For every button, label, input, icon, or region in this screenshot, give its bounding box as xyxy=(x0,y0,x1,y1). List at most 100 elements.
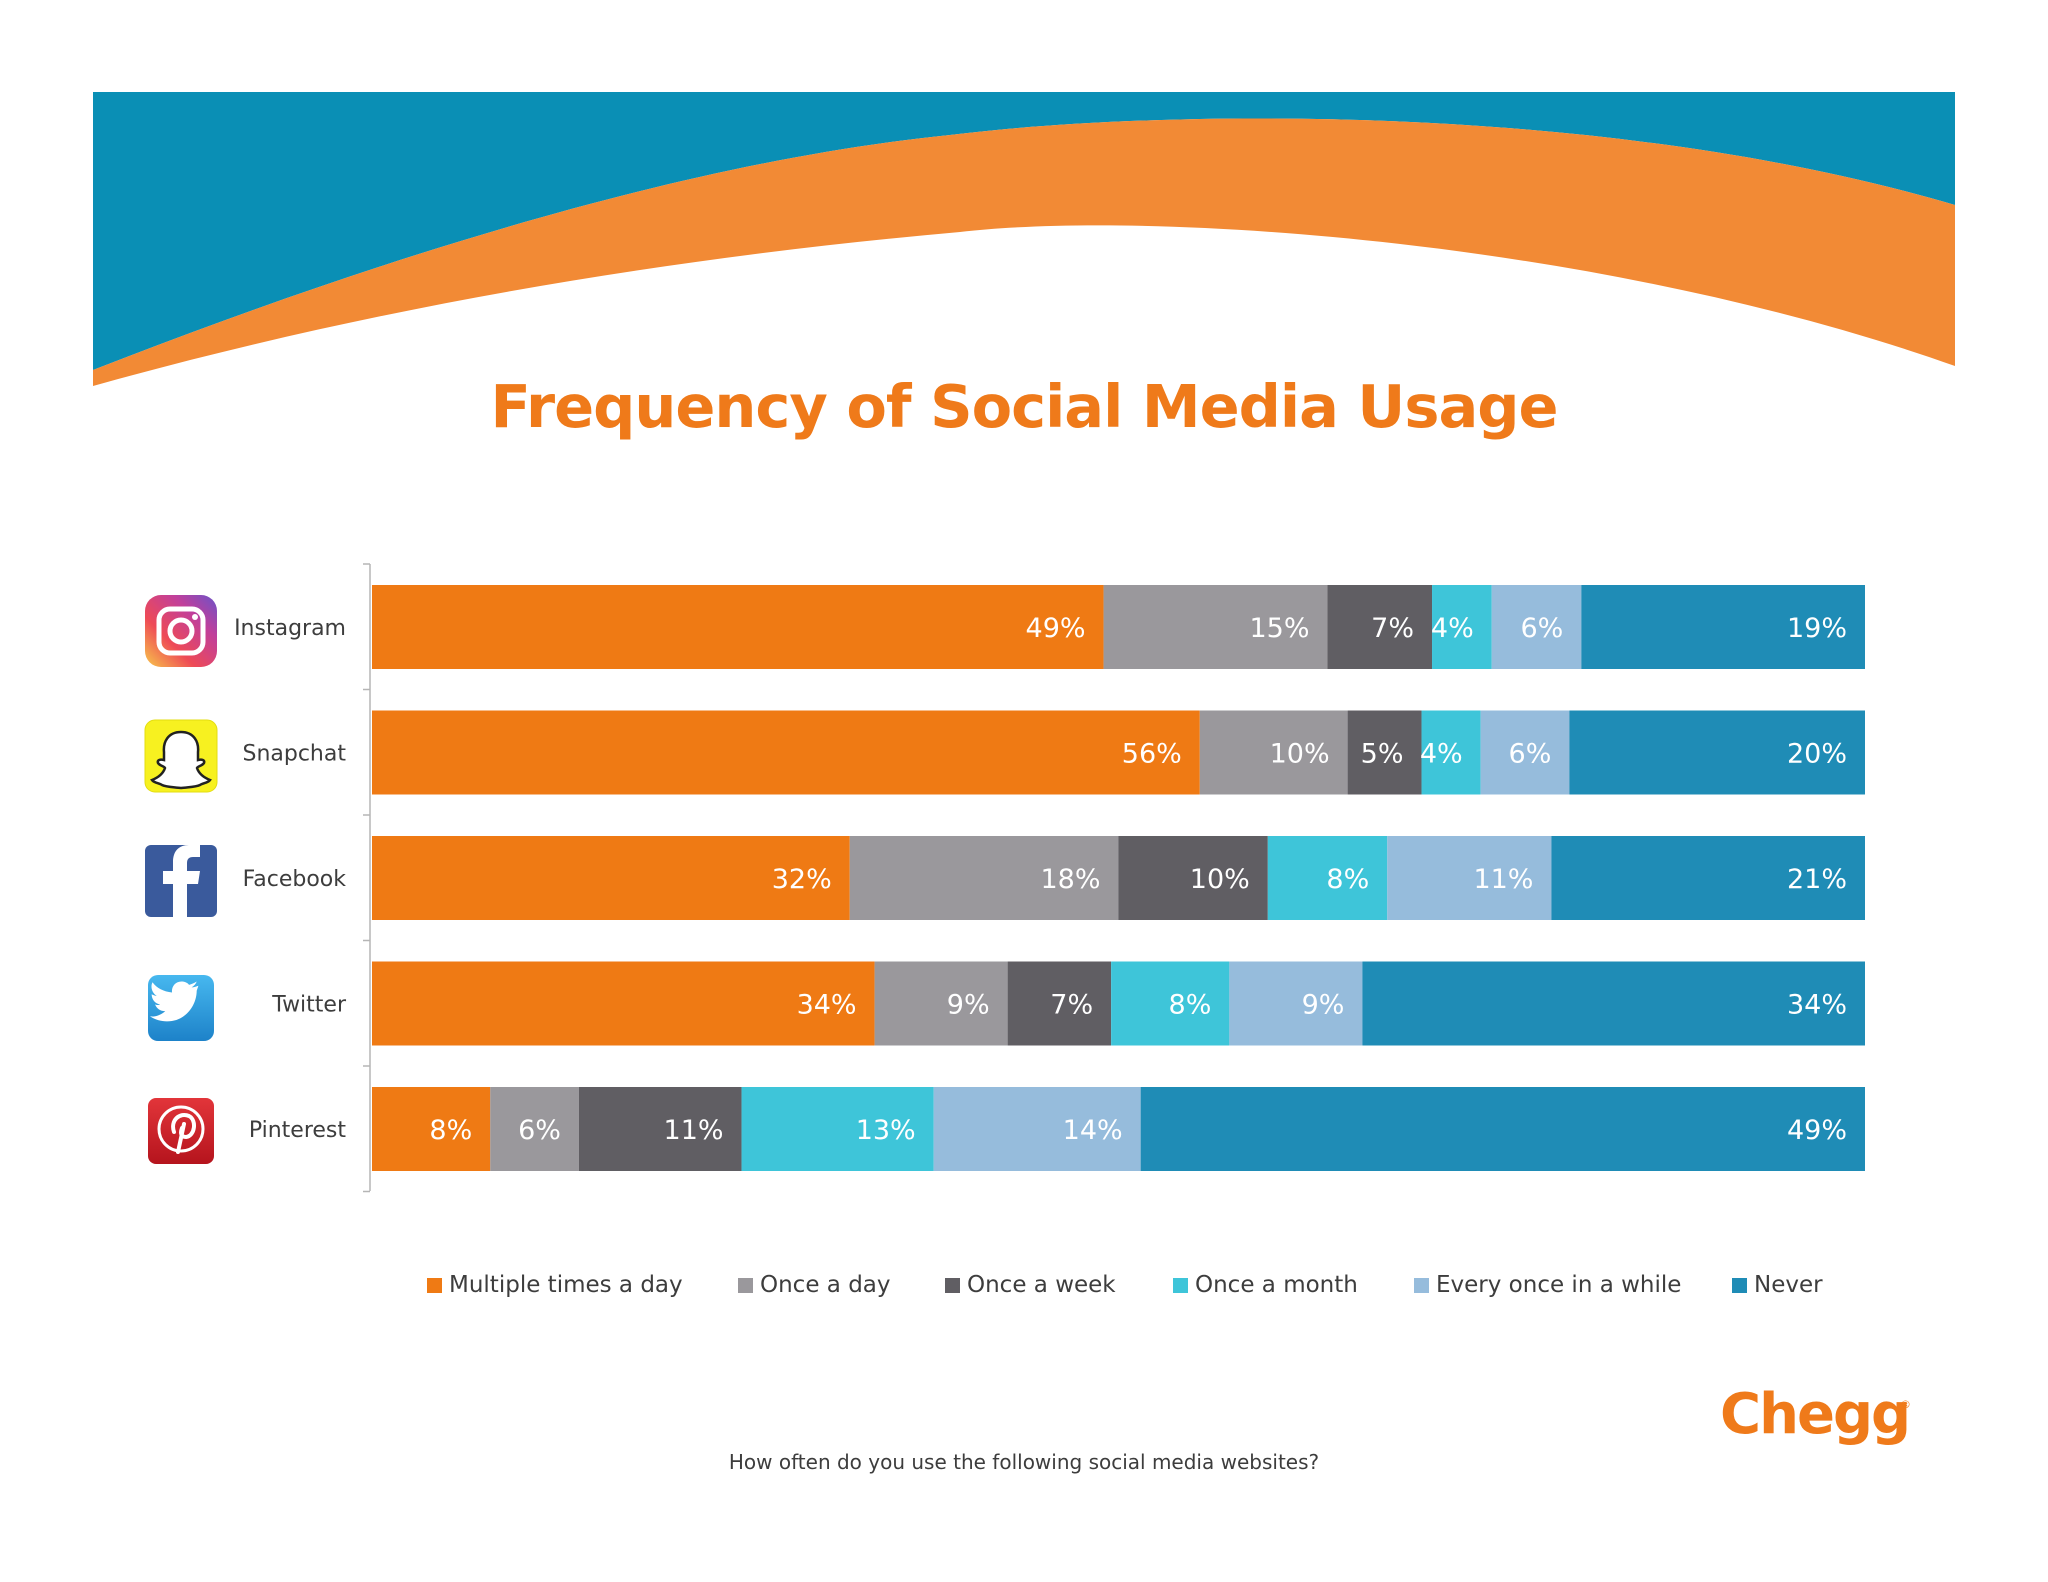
data-label: 8% xyxy=(1169,990,1212,1021)
bar-segment-snapchat-6 xyxy=(1569,710,1865,795)
bar-segment-pinterest-5 xyxy=(933,1087,1141,1171)
data-label: 6% xyxy=(1520,613,1563,644)
bar-segment-instagram-5 xyxy=(1491,585,1582,669)
data-label: 6% xyxy=(1509,739,1552,770)
data-label: 10% xyxy=(1190,864,1250,895)
bar-segment-facebook-2 xyxy=(849,836,1119,920)
bar-segment-twitter-2 xyxy=(874,961,1008,1046)
bar-segment-facebook-5 xyxy=(1387,836,1552,920)
twitter-icon xyxy=(148,975,214,1041)
data-label: 11% xyxy=(1473,864,1533,895)
data-label: 34% xyxy=(1787,990,1847,1021)
legend-swatch xyxy=(427,1277,442,1293)
instagram-icon xyxy=(145,595,217,667)
legend-label: Once a month xyxy=(1195,1272,1358,1298)
bar-segment-snapchat-3 xyxy=(1347,710,1422,795)
pinterest-icon xyxy=(148,1098,214,1164)
data-label: 21% xyxy=(1787,864,1847,895)
legend-item: Multiple times a day xyxy=(427,1272,683,1298)
legend-label: Every once in a while xyxy=(1436,1272,1682,1298)
data-label: 49% xyxy=(1787,1115,1847,1146)
bar-segment-facebook-3 xyxy=(1118,836,1268,920)
bars: 49% 15% 7% 4% 6% 19% 56% 10% 5% 4% 6% 20% 32% 18% 10% 8… xyxy=(372,585,1865,1171)
legend-swatch xyxy=(1414,1277,1429,1293)
data-label: 34% xyxy=(797,990,857,1021)
banner-blue-band xyxy=(93,92,1955,370)
data-label: 4% xyxy=(1420,739,1463,770)
legend-item: Once a month xyxy=(1173,1272,1358,1298)
platform-icons xyxy=(144,595,218,1164)
bar-segment-instagram-1 xyxy=(372,585,1104,669)
legend-item: Once a week xyxy=(945,1272,1116,1298)
data-label: 7% xyxy=(1050,990,1093,1021)
legend-item: Once a day xyxy=(738,1272,891,1298)
survey-question: How often do you use the following socia… xyxy=(728,1450,1320,1474)
bar-segment-facebook-4 xyxy=(1267,836,1388,920)
header-banner xyxy=(93,92,1955,392)
bar-segment-facebook-6 xyxy=(1551,836,1865,920)
legend-swatch xyxy=(738,1277,753,1293)
bar-segment-snapchat-4 xyxy=(1421,710,1481,795)
banner-orange-arc xyxy=(93,118,1955,387)
legend-item: Never xyxy=(1732,1272,1823,1298)
legend: Multiple times a day Once a day Once a wee… xyxy=(0,1272,2048,1312)
bar-segment-snapchat-2 xyxy=(1199,710,1348,795)
bar-segment-pinterest-3 xyxy=(578,1087,742,1171)
bar-segment-instagram-6 xyxy=(1581,585,1865,669)
category-label-pinterest: Pinterest xyxy=(249,1118,347,1143)
legend-label: Never xyxy=(1754,1272,1823,1298)
data-label: 18% xyxy=(1040,864,1100,895)
data-label: 32% xyxy=(772,864,832,895)
bar-segment-twitter-6 xyxy=(1362,961,1865,1046)
bar-segment-pinterest-4 xyxy=(741,1087,934,1171)
snapchat-icon xyxy=(144,719,218,793)
bar-segment-instagram-4 xyxy=(1432,585,1492,669)
category-label-twitter: Twitter xyxy=(271,993,347,1018)
bar-segment-snapchat-5 xyxy=(1480,710,1570,795)
legend-label: Once a week xyxy=(967,1272,1116,1298)
data-label: 19% xyxy=(1787,613,1847,644)
legend-swatch xyxy=(1732,1277,1747,1293)
legend-swatch xyxy=(1173,1277,1188,1293)
data-label: 20% xyxy=(1787,739,1847,770)
chart-title: Frequency of Social Media Usage xyxy=(490,372,1558,441)
data-label: 49% xyxy=(1026,613,1086,644)
legend-label: Once a day xyxy=(760,1272,891,1298)
data-label: 8% xyxy=(429,1115,472,1146)
bar-segment-twitter-3 xyxy=(1007,961,1112,1046)
bar-segment-pinterest-2 xyxy=(490,1087,579,1171)
bar-segment-twitter-1 xyxy=(372,961,875,1046)
data-label: 5% xyxy=(1361,739,1404,770)
category-label-facebook: Facebook xyxy=(243,867,347,892)
data-label: 14% xyxy=(1063,1115,1123,1146)
bar-segment-pinterest-6 xyxy=(1140,1087,1865,1171)
data-label: 9% xyxy=(947,990,990,1021)
bar-segment-twitter-5 xyxy=(1229,961,1363,1046)
bar-segment-facebook-1 xyxy=(372,836,850,920)
data-label: 15% xyxy=(1250,613,1310,644)
bar-segment-instagram-3 xyxy=(1327,585,1433,669)
chegg-registered-mark: ® xyxy=(1900,1398,1911,1411)
category-label-snapchat: Snapchat xyxy=(242,742,346,767)
data-label: 8% xyxy=(1326,864,1369,895)
legend-swatch xyxy=(945,1277,960,1293)
data-label: 6% xyxy=(518,1115,561,1146)
legend-label: Multiple times a day xyxy=(449,1272,683,1298)
data-label: 13% xyxy=(856,1115,916,1146)
chegg-logo: Chegg xyxy=(1720,1382,1911,1447)
data-label: 9% xyxy=(1302,990,1345,1021)
legend-item: Every once in a while xyxy=(1414,1272,1681,1298)
data-label: 11% xyxy=(664,1115,724,1146)
facebook-icon xyxy=(145,845,217,917)
data-label: 56% xyxy=(1122,739,1182,770)
bar-segment-twitter-4 xyxy=(1111,961,1230,1046)
data-label: 10% xyxy=(1270,739,1330,770)
data-label: 4% xyxy=(1431,613,1474,644)
bar-segment-pinterest-1 xyxy=(372,1087,491,1171)
bar-segment-snapchat-1 xyxy=(372,710,1200,795)
category-labels: Instagram Snapchat Facebook Twitter Pinteres… xyxy=(234,616,347,1143)
data-label: 7% xyxy=(1371,613,1414,644)
category-label-instagram: Instagram xyxy=(234,616,346,641)
